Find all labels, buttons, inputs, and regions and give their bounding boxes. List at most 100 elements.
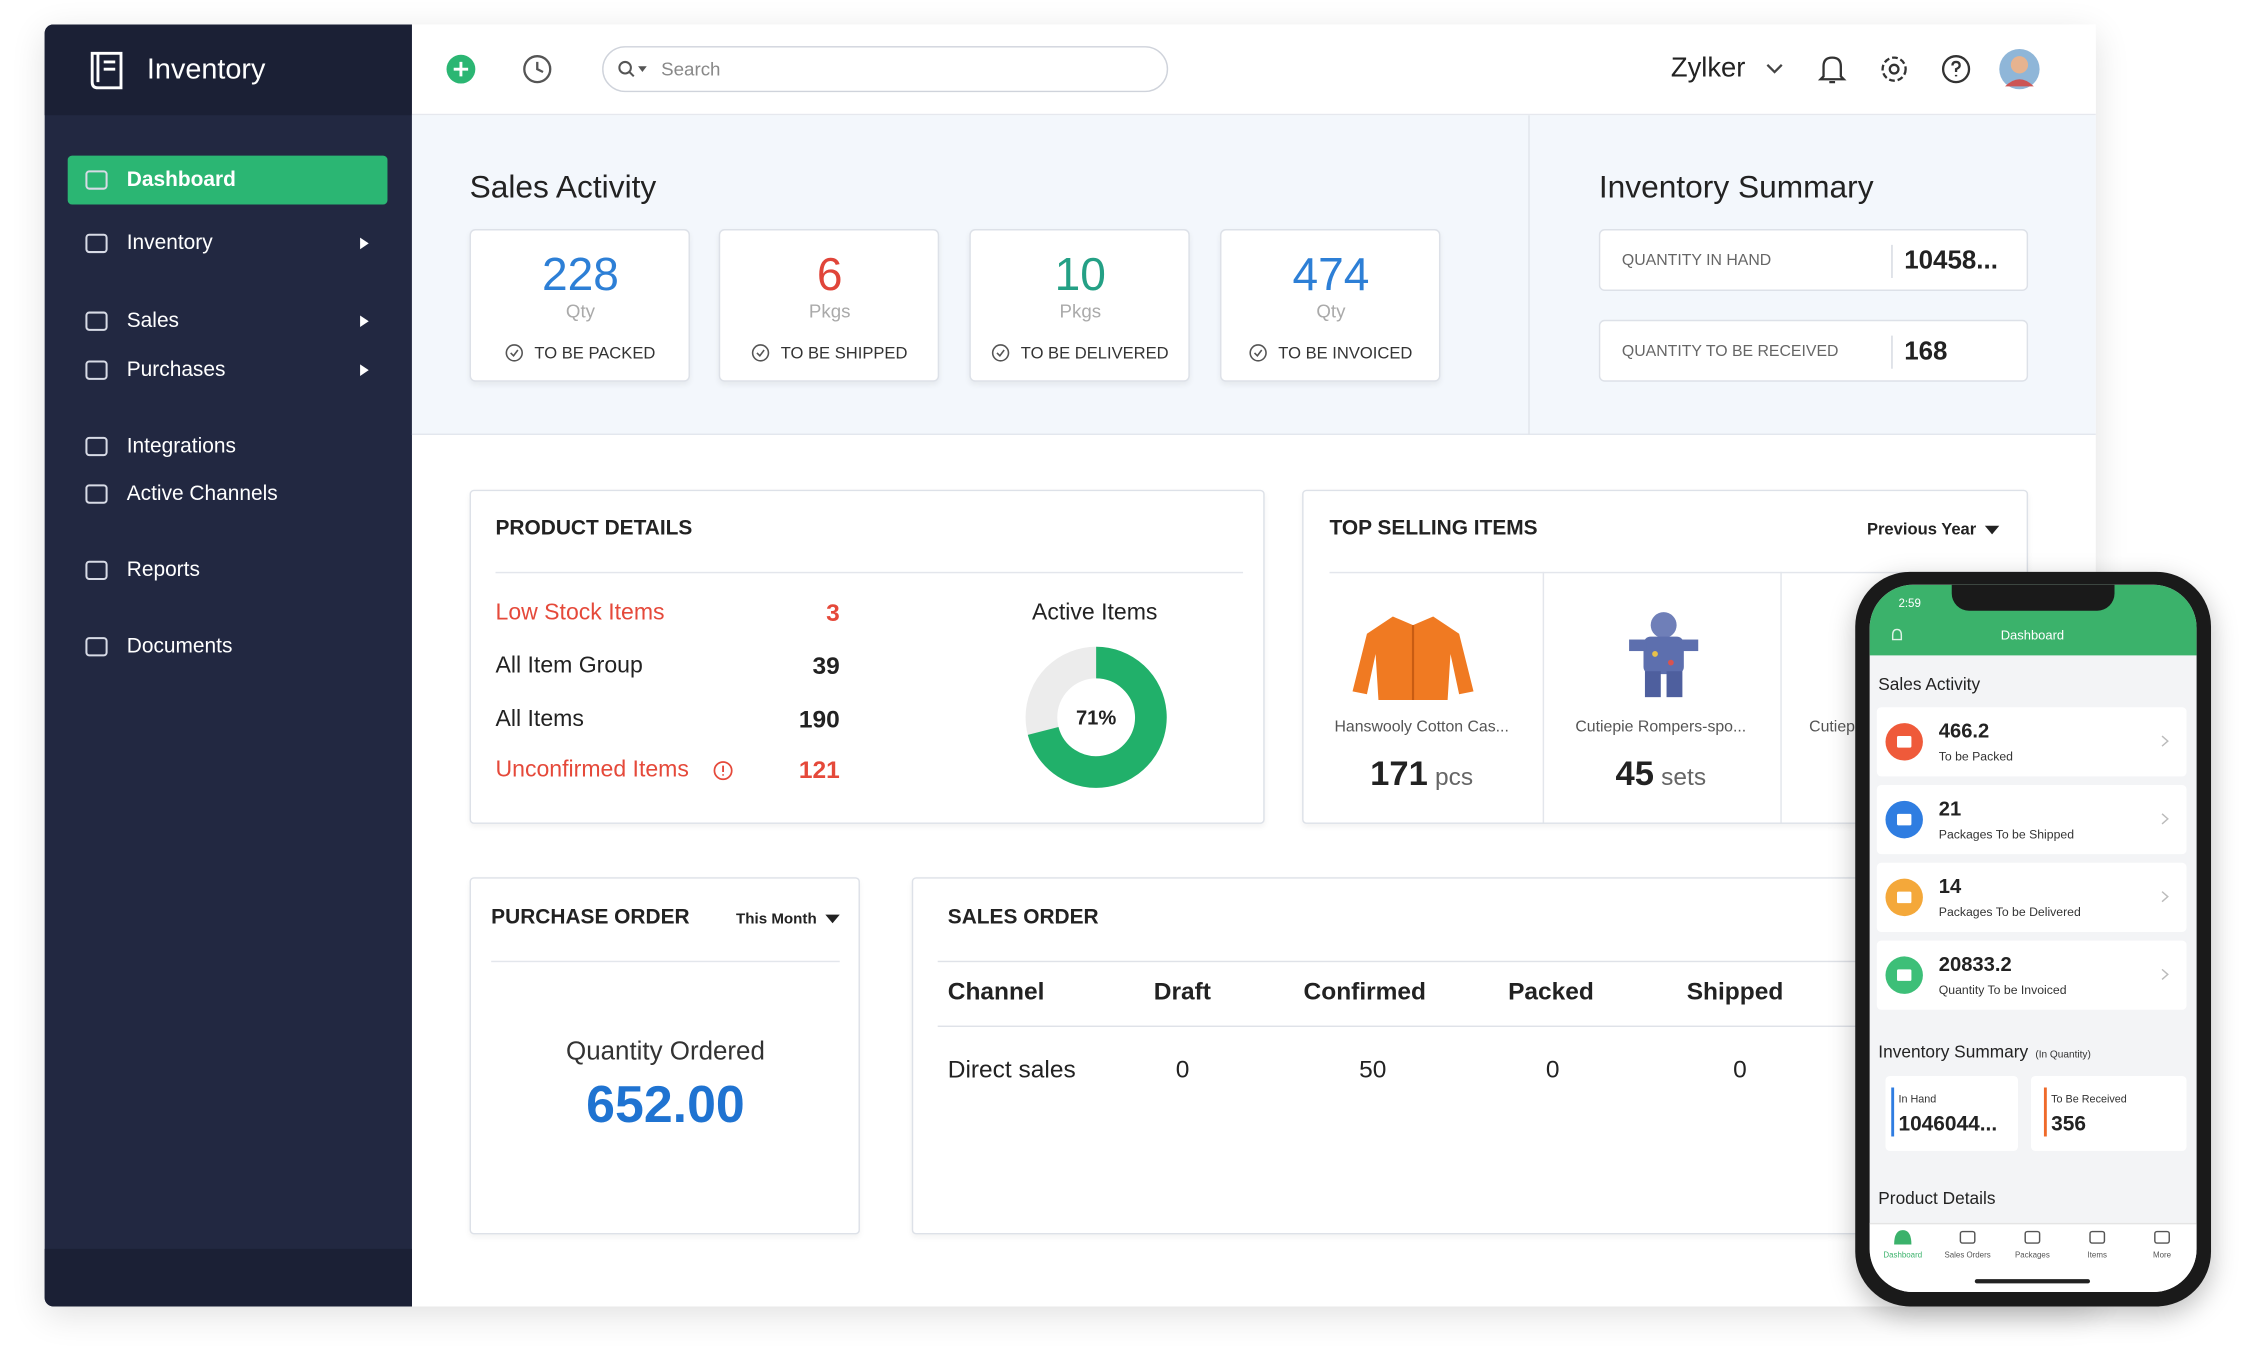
phone-summary-value: 1046044... xyxy=(1898,1113,1998,1137)
phone-summary-title: Inventory Summary (In Quantity) xyxy=(1878,1041,2091,1061)
phone-card-icon xyxy=(1885,956,1923,994)
purchase-order-panel: PURCHASE ORDER This Month Quantity Ordered… xyxy=(469,877,860,1235)
search-box[interactable]: Search xyxy=(602,46,1169,93)
activity-card[interactable]: 10 Pkgs TO BE DELIVERED xyxy=(969,229,1190,382)
metric-value: 652.00 xyxy=(586,1074,745,1134)
avatar-part xyxy=(2005,79,2034,87)
phone-section-title: Product Details xyxy=(1878,1188,1996,1209)
nav-item[interactable]: Dashboard xyxy=(126,168,236,192)
help[interactable] xyxy=(1941,55,1971,84)
summary-value: 168 xyxy=(1904,336,1948,366)
org-dropdown-part xyxy=(1766,64,1783,74)
activity-card[interactable]: 228 Qty TO BE PACKED xyxy=(469,229,690,382)
nav-item[interactable]: Integrations xyxy=(126,435,236,459)
detail-label: Low Stock Items xyxy=(495,600,665,626)
tab-label[interactable]: Dashboard xyxy=(1883,1251,1923,1261)
notifications[interactable] xyxy=(1817,53,1847,85)
nav-icon-part xyxy=(85,311,108,331)
dropdown-caret xyxy=(825,914,840,924)
tab-icon-part xyxy=(1959,1230,1976,1244)
notifications-part xyxy=(1817,56,1847,84)
phone-card-icon-part xyxy=(1897,891,1912,904)
activity-label: TO BE DELIVERED xyxy=(991,344,1169,363)
activity-unit: Qty xyxy=(1316,300,1346,322)
quantity-value: 171 xyxy=(1370,754,1428,794)
nav-item[interactable]: Inventory xyxy=(126,231,213,255)
accent-bar xyxy=(1891,1087,1894,1137)
history-button[interactable] xyxy=(521,53,553,85)
tab-label[interactable]: Packages xyxy=(2015,1251,2050,1261)
table-cell: 0 xyxy=(1175,1055,1190,1084)
status-time: 2:59 xyxy=(1898,597,1921,611)
phone-card[interactable]: 14 Packages To be Delivered xyxy=(1876,862,2187,932)
nav-icon-part xyxy=(85,436,108,457)
phone-card-icon xyxy=(1885,800,1923,839)
avatar[interactable] xyxy=(1999,48,2040,90)
nav-icon-part xyxy=(85,360,108,380)
settings[interactable] xyxy=(1878,53,1910,85)
phone-summary-label: To Be Received xyxy=(2051,1092,2127,1106)
avatar-part xyxy=(2010,56,2029,74)
tab-icon[interactable] xyxy=(1959,1230,1976,1244)
item-name: Hanswooly Cotton Cas... xyxy=(1334,718,1509,737)
activity-value: 228 xyxy=(542,248,619,301)
donut-chart xyxy=(1025,646,1167,788)
product-image-part xyxy=(1650,612,1677,639)
period-dropdown[interactable]: Previous Year xyxy=(1866,521,1977,539)
product-image xyxy=(1352,616,1474,701)
tab-icon-part xyxy=(2024,1230,2041,1244)
phone-card-value: 14 xyxy=(1938,874,1962,898)
organization-name[interactable]: Zylker xyxy=(1670,53,1746,84)
search-placeholder: Search xyxy=(661,58,721,80)
tab-label[interactable]: Sales Orders xyxy=(1944,1251,1991,1261)
nav-item[interactable]: Reports xyxy=(126,558,200,582)
nav-icon-part xyxy=(85,560,108,581)
detail-value: 121 xyxy=(798,756,840,784)
status-icon xyxy=(991,344,1010,362)
tab-icon[interactable] xyxy=(1894,1230,1912,1245)
detail-value: 3 xyxy=(826,599,840,627)
tab-icon[interactable] xyxy=(2153,1230,2170,1244)
nav-icon xyxy=(85,170,108,190)
tab-label[interactable]: More xyxy=(2153,1251,2172,1261)
product-image-part xyxy=(1666,671,1683,698)
activity-card[interactable]: 6 Pkgs TO BE SHIPPED xyxy=(718,229,940,382)
tab-icon[interactable] xyxy=(2024,1230,2041,1244)
period-dropdown[interactable]: This Month xyxy=(736,910,817,928)
nav-item[interactable]: Documents xyxy=(126,635,233,659)
phone-chevron xyxy=(2161,891,2169,903)
phone-chevron-part xyxy=(2161,735,2169,747)
column-divider xyxy=(1542,571,1545,823)
panel-title: PURCHASE ORDER xyxy=(491,906,690,930)
phone-card[interactable]: 21 Packages To be Shipped xyxy=(1876,785,2187,855)
phone-card[interactable]: 466.2 To be Packed xyxy=(1876,707,2187,777)
summary-label: QUANTITY IN HAND xyxy=(1621,252,1772,270)
tab-icon-part xyxy=(2154,1230,2170,1244)
status-icon-part xyxy=(510,349,519,357)
new-button[interactable] xyxy=(446,54,476,84)
donut-label: 71% xyxy=(1075,705,1117,729)
column-header: Shipped xyxy=(1686,978,1784,1006)
info-icon-part xyxy=(713,761,733,781)
activity-label-text: TO BE PACKED xyxy=(534,345,656,363)
nav-item[interactable]: Active Channels xyxy=(126,482,278,506)
status-icon-part xyxy=(751,344,770,362)
phone-card-value: 21 xyxy=(1938,796,1962,820)
activity-card[interactable]: 474 Qty TO BE INVOICED xyxy=(1220,229,1441,382)
table-rule xyxy=(937,1025,1874,1028)
nav-item[interactable]: Sales xyxy=(126,309,180,333)
nav-item[interactable]: Purchases xyxy=(126,358,226,382)
detail-value: 39 xyxy=(812,652,840,680)
column-header: Draft xyxy=(1153,978,1211,1006)
phone-chevron-part xyxy=(2161,891,2169,903)
tab-label[interactable]: Items xyxy=(2087,1251,2107,1261)
home-indicator xyxy=(1974,1279,2091,1284)
activity-value: 6 xyxy=(816,248,843,301)
org-dropdown[interactable] xyxy=(1766,63,1783,75)
phone-card[interactable]: 20833.2 Quantity To be Invoiced xyxy=(1876,940,2187,1010)
phone-bell-part xyxy=(1891,628,1903,641)
donut-title: Active Items xyxy=(1031,600,1158,626)
panel-rule xyxy=(491,960,840,963)
panel-rule xyxy=(495,571,1244,574)
tab-icon[interactable] xyxy=(2089,1230,2106,1244)
